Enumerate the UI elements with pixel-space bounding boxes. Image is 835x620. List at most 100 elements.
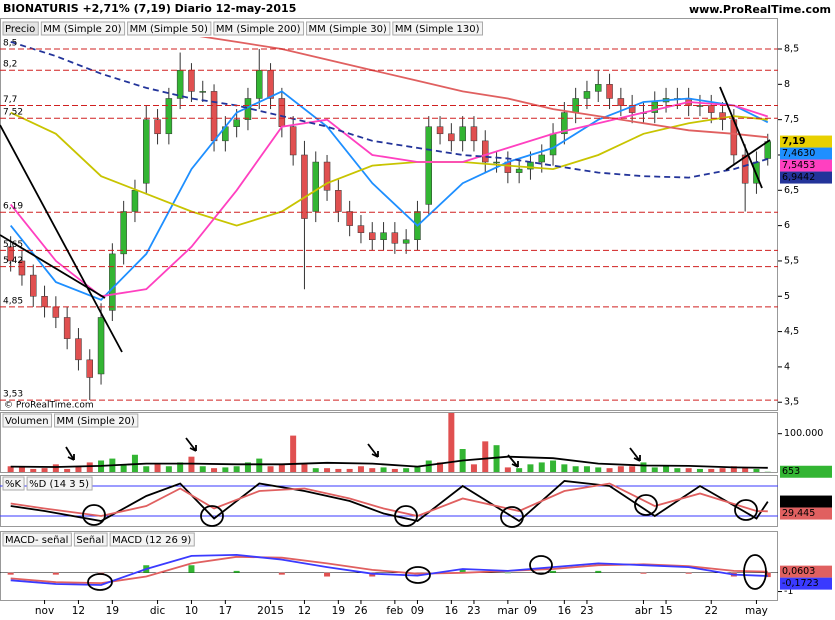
bar (324, 468, 331, 472)
bar (211, 468, 218, 472)
candle-body (606, 84, 613, 99)
value-box (780, 495, 832, 508)
candle-body (617, 98, 625, 106)
oval (529, 555, 553, 575)
candle-body (391, 232, 399, 244)
value-box (780, 159, 832, 172)
line (10, 455, 768, 469)
trend-line (0, 234, 106, 299)
bar (188, 565, 195, 573)
bar (595, 467, 602, 472)
legend-label: MM (Simple 20) (43, 24, 121, 35)
bar (504, 572, 511, 574)
bar (120, 464, 127, 472)
trend-line (0, 124, 123, 353)
candle-body (278, 98, 286, 127)
bar (674, 468, 681, 472)
candle-body (493, 161, 500, 164)
candle-body (256, 69, 263, 99)
panel (7, 413, 771, 472)
legend-box (109, 532, 195, 547)
bar (267, 466, 274, 472)
value-box (780, 135, 832, 148)
candle-body (482, 140, 489, 163)
bar (640, 462, 647, 472)
candle-body (402, 239, 410, 244)
bar (685, 572, 692, 574)
line (199, 37, 768, 139)
bar (30, 468, 37, 472)
x-tick-label: 17 (219, 605, 232, 617)
y-tick-label: 100.000 (784, 428, 823, 439)
candle-body (233, 119, 240, 127)
candle-body (18, 260, 26, 276)
level-label: 3,53 (3, 390, 23, 400)
bar (470, 464, 477, 472)
arrow (367, 443, 379, 458)
candle-body (346, 211, 353, 226)
candle-body (7, 246, 14, 262)
line (10, 41, 769, 179)
legend-box (40, 21, 126, 36)
bar (696, 468, 703, 472)
bar (278, 572, 285, 575)
candle-body (741, 154, 749, 184)
bar (18, 467, 25, 472)
candle-body (312, 161, 319, 212)
oval (734, 499, 758, 521)
x-tick-label: 12 (72, 605, 85, 617)
title: BIONATURIS +2,71% (7,19) Diario 12-may-2… (3, 2, 296, 15)
candle-body (583, 91, 591, 99)
level-label: 6,19 (3, 202, 23, 212)
value-box-label: 653 (782, 466, 800, 477)
value-box (780, 171, 832, 184)
bar (764, 471, 771, 472)
value-box-label: 7,19 (782, 136, 805, 147)
candle-body (97, 317, 105, 375)
macd-frame (0, 531, 778, 601)
level-label: 5,42 (3, 256, 23, 266)
candle-body (549, 133, 557, 156)
bar (482, 441, 489, 472)
oval (500, 506, 524, 528)
candle-body (176, 69, 184, 99)
x-tick-label: 19 (332, 605, 345, 617)
legend-box (2, 413, 53, 428)
candle-body (708, 105, 715, 113)
bar (629, 466, 636, 472)
level-label: 5,65 (3, 240, 23, 250)
bar (165, 466, 172, 472)
bar (391, 468, 398, 472)
bar (403, 468, 410, 472)
candle-body (52, 306, 60, 318)
value-box-label: 29,445 (782, 508, 815, 519)
value-box (780, 507, 832, 520)
candle-body (30, 274, 37, 297)
bar (595, 570, 602, 573)
bar (640, 572, 647, 574)
value-box (780, 465, 832, 478)
bar (7, 572, 14, 575)
panel (0, 553, 778, 586)
bar (357, 466, 364, 472)
bar (7, 466, 14, 472)
legend-label: MACD- señal (5, 535, 68, 546)
y-tick-label: 4 (784, 361, 790, 372)
legend-label: MM (Simple 30) (309, 24, 387, 35)
oval (405, 566, 431, 584)
candle-body (436, 126, 444, 135)
oval (394, 505, 418, 527)
oval (743, 554, 767, 590)
x-tick-label: 09 (411, 605, 424, 617)
bar (369, 572, 376, 577)
line (10, 480, 769, 523)
bar (493, 445, 500, 472)
trend-line (719, 86, 763, 189)
legend-box (213, 21, 305, 36)
legend-box (392, 21, 483, 36)
oval (200, 505, 224, 527)
bar (459, 569, 466, 573)
x-tick-label: 22 (705, 605, 718, 617)
legend-label: %K (5, 479, 22, 490)
bar (256, 458, 263, 472)
